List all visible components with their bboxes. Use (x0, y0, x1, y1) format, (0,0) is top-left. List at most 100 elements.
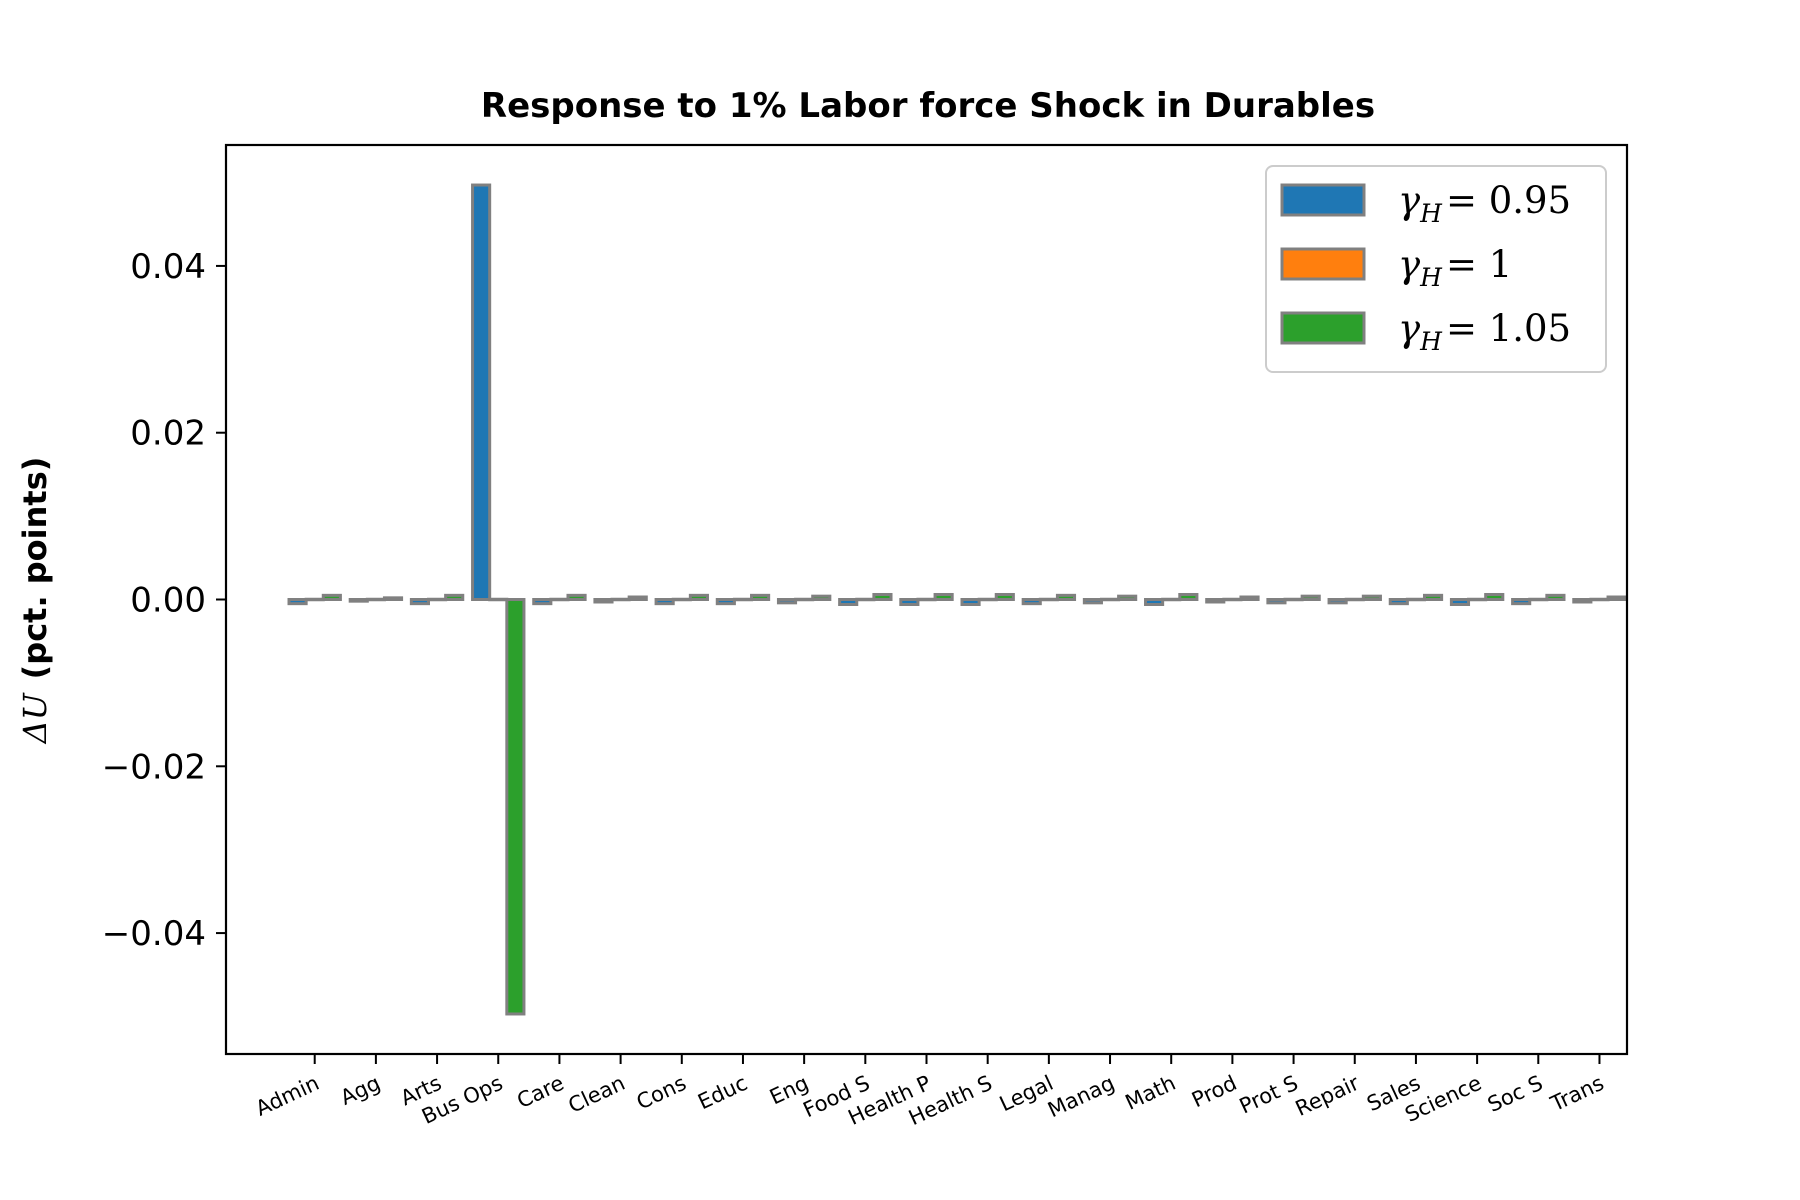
bar (1205, 598, 1226, 604)
bar (715, 598, 736, 606)
legend-label: γH = 0.95 (1398, 179, 1571, 228)
bar (1161, 597, 1182, 602)
x-tick-label: Agg (337, 1071, 384, 1110)
bar (1528, 597, 1549, 602)
y-tick-label: 0.02 (130, 414, 206, 454)
bar (444, 593, 465, 601)
bar (365, 597, 386, 602)
bar (794, 597, 815, 602)
bar (505, 598, 526, 1016)
bar (1117, 594, 1138, 602)
bar (610, 597, 631, 602)
bar (627, 595, 648, 602)
bar (1144, 598, 1165, 607)
bar (593, 598, 614, 604)
bar (994, 592, 1015, 602)
bar (382, 596, 404, 601)
bar (321, 593, 342, 601)
bar (1422, 593, 1444, 601)
legend-swatch (1280, 311, 1366, 345)
bar (549, 597, 570, 602)
bar (1099, 597, 1121, 602)
bar (409, 598, 431, 606)
bar (1327, 598, 1348, 605)
bar (872, 592, 893, 602)
x-tick-label: Admin (252, 1071, 323, 1121)
y-axis-label-text: (pct. points) (16, 457, 54, 680)
bar (1222, 597, 1243, 602)
bar (1545, 593, 1566, 601)
bar (1511, 598, 1532, 606)
bar (933, 592, 954, 602)
bar (471, 183, 492, 601)
bar (960, 598, 981, 607)
x-tick-label: Care (513, 1071, 567, 1113)
bar (1606, 595, 1627, 602)
bar (776, 598, 798, 605)
bar (1082, 598, 1103, 605)
bar (348, 598, 369, 603)
bar (287, 598, 308, 606)
bar (671, 597, 692, 602)
bar (1038, 597, 1059, 602)
bar (1055, 593, 1077, 601)
y-axis-label-math: ΔU (16, 692, 54, 745)
bar (1467, 597, 1488, 602)
bar (1572, 598, 1593, 604)
bar (855, 597, 876, 602)
series-0 (287, 183, 1593, 607)
x-tick-label: Trans (1546, 1071, 1607, 1117)
x-tick-label: Soc S (1484, 1071, 1546, 1117)
bar (566, 593, 587, 601)
y-axis: −0.04 −0.02 0.00 0.02 0.04 (102, 247, 226, 954)
x-tick-label: Educ (694, 1071, 751, 1115)
bar (654, 598, 675, 606)
y-tick-label: −0.02 (102, 747, 206, 787)
x-tick-label: Prot S (1236, 1071, 1302, 1119)
x-tick-label: Prod (1188, 1071, 1240, 1112)
bar (1283, 597, 1304, 602)
bar (532, 598, 553, 606)
x-tick-label: Repair (1292, 1071, 1363, 1121)
legend-swatch (1280, 183, 1366, 217)
bar (1388, 598, 1409, 606)
bar (1589, 597, 1610, 602)
y-tick-label: −0.04 (102, 914, 206, 954)
bar (488, 597, 509, 602)
y-axis-label: ΔU (pct. points) (16, 457, 54, 746)
bar (977, 597, 998, 602)
bar (1361, 594, 1382, 602)
bar (427, 597, 448, 602)
legend-label: γH = 1.05 (1398, 307, 1571, 356)
x-tick-label: Math (1122, 1071, 1180, 1115)
bar (304, 597, 325, 602)
series-1 (304, 597, 1610, 602)
bar (899, 598, 920, 607)
bar (811, 594, 832, 602)
bar (750, 593, 771, 601)
bar (1021, 598, 1042, 606)
bar (688, 593, 709, 601)
bar (1449, 598, 1471, 607)
bar (1178, 592, 1199, 602)
bar (916, 597, 937, 602)
chart-title: Response to 1% Labor force Shock in Dura… (481, 86, 1375, 126)
bar (1405, 597, 1426, 602)
y-tick-label: 0.00 (130, 581, 206, 621)
x-tick-label: Manag (1044, 1071, 1118, 1123)
y-tick-label: 0.04 (130, 247, 206, 287)
bar (1344, 597, 1365, 602)
legend-swatch (1280, 247, 1366, 281)
bar (1484, 592, 1505, 602)
legend-label: γH = 1 (1398, 243, 1512, 292)
x-tick-label: Clean (565, 1071, 629, 1118)
bar (1300, 594, 1321, 602)
bar (732, 597, 754, 602)
x-tick-label: Cons (633, 1071, 690, 1115)
legend: γH = 0.95 γH = 1 γH = 1.05 (1265, 165, 1607, 373)
bar (1266, 598, 1287, 605)
bar (1239, 595, 1260, 602)
